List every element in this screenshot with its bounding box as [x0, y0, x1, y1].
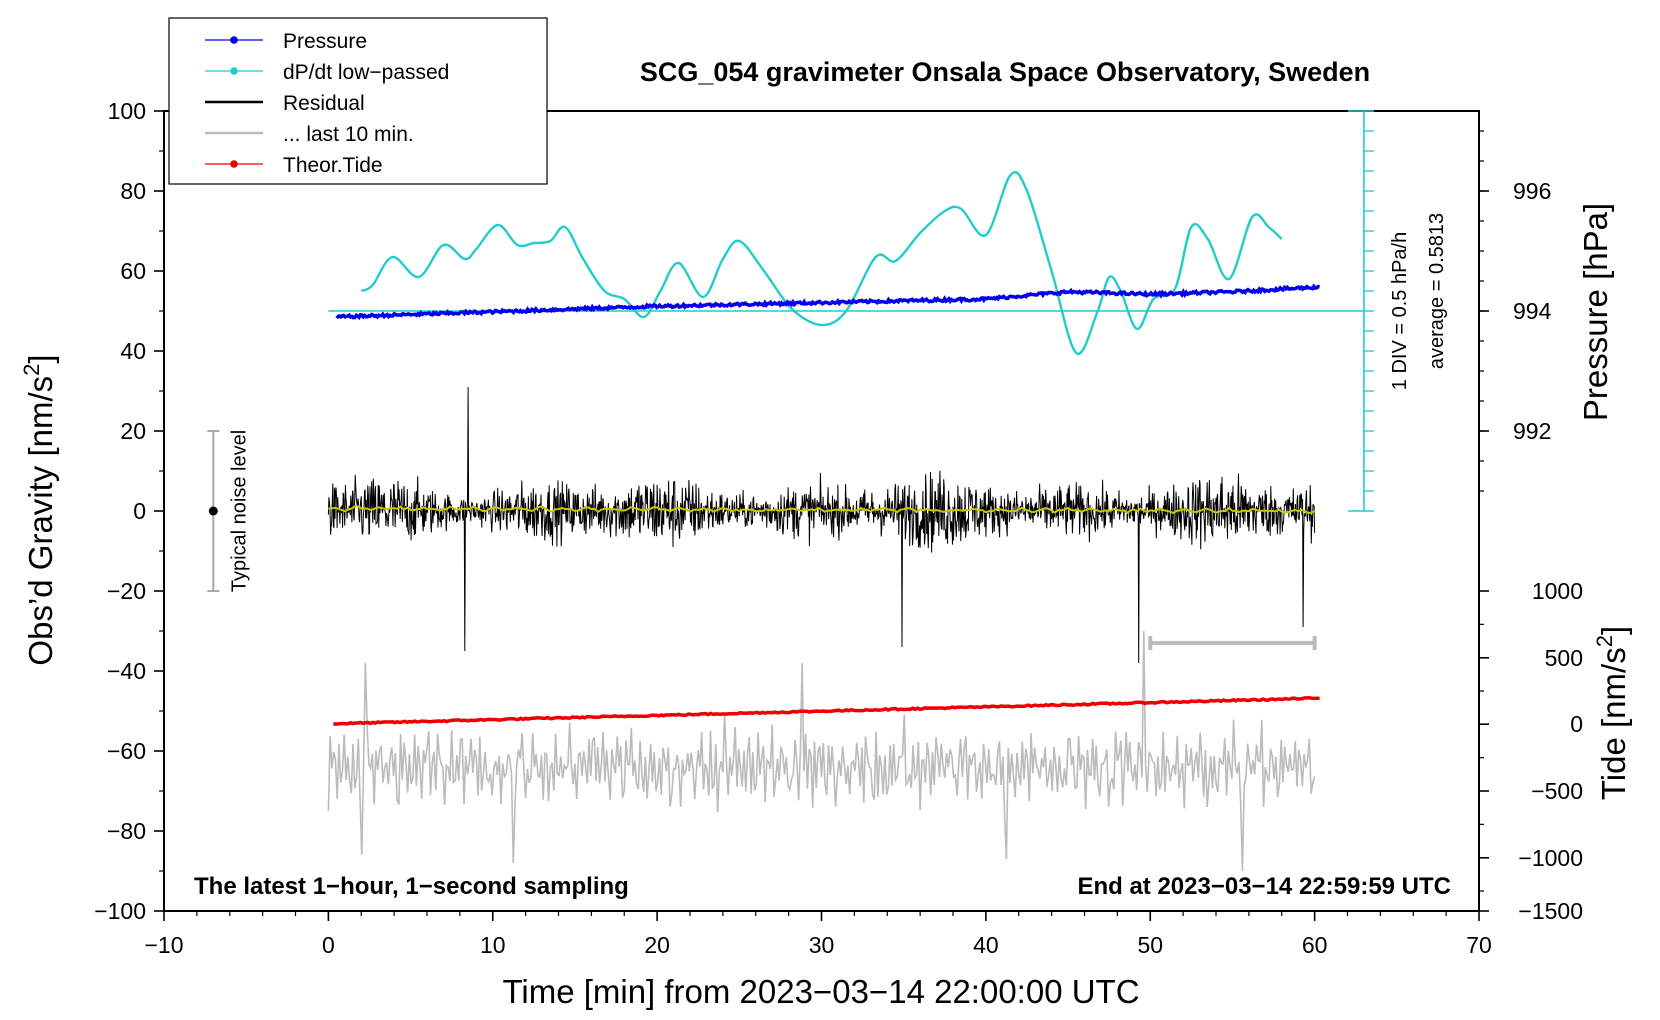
y-tick-label: 40 — [120, 338, 146, 364]
legend-marker — [230, 160, 238, 168]
tide-tick-label: 1000 — [1532, 578, 1583, 604]
legend-label: dP/dt low−passed — [283, 61, 449, 84]
x-tick-label: 20 — [644, 932, 670, 958]
dpdt-average-label: average = 0.5813 — [1426, 213, 1448, 369]
x-tick-label: 10 — [480, 932, 506, 958]
x-tick-label: 70 — [1466, 932, 1492, 958]
legend: Pressure dP/dt low−passed Residual ... last… — [168, 17, 548, 185]
tide-tick-label: −1000 — [1518, 845, 1583, 871]
tide-tick-label: 0 — [1570, 711, 1583, 737]
x-tick-label: 50 — [1137, 932, 1163, 958]
overlay-layer: Typical noise level 1 DIV = 0.5 hPa/h aver… — [207, 110, 1448, 650]
legend-label: Residual — [283, 92, 365, 115]
data-layer — [327, 171, 1364, 872]
tide-tick-label: −500 — [1531, 778, 1583, 804]
legend-label: Pressure — [283, 30, 367, 53]
y-axis-title-pressure: Pressure [hPa] — [1577, 203, 1614, 421]
dpdt-scale-label: 1 DIV = 0.5 hPa/h — [1389, 232, 1411, 390]
y-tick-label: 60 — [120, 258, 146, 284]
y-tick-label: −100 — [94, 898, 146, 924]
y-tick-label: 20 — [120, 418, 146, 444]
annotation-end-time: End at 2023−03−14 22:59:59 UTC — [1077, 873, 1451, 900]
x-tick-label: 60 — [1302, 932, 1328, 958]
axes-layer: −10 0 10 20 30 40 50 60 70−100−80−60−40−20020406… — [94, 98, 1583, 958]
y-tick-label: −20 — [107, 578, 146, 604]
y-axis-title-left-main: Obs’d Gravity [nm/s — [22, 376, 59, 666]
y-axis-title-tide-sup: 2 — [1592, 635, 1617, 647]
legend-items: Pressure dP/dt low−passed Residual ... last… — [205, 30, 449, 177]
y-tick-label: 100 — [108, 98, 146, 124]
y-axis-title-tide-close: ] — [1595, 626, 1632, 635]
x-tick-label: −10 — [144, 932, 183, 958]
x-tick-label: 0 — [322, 932, 335, 958]
legend-label: ... last 10 min. — [283, 123, 414, 146]
chart-title: SCG_054 gravimeter Onsala Space Observat… — [640, 57, 1370, 87]
y-tick-label: 0 — [133, 498, 146, 524]
series-dpdt-line — [360, 171, 1283, 355]
series-theor-tide-line — [332, 696, 1320, 726]
x-tick-label: 40 — [973, 932, 999, 958]
y-tick-label: −60 — [107, 738, 146, 764]
annotation-sampling: The latest 1−hour, 1−second sampling — [194, 873, 629, 900]
x-axis-title: Time [min] from 2023−03−14 22:00:00 UTC — [502, 973, 1139, 1010]
y-tick-label: −40 — [107, 658, 146, 684]
tide-tick-label: −1500 — [1518, 898, 1583, 924]
y-axis-title-left-close: ] — [22, 354, 59, 363]
series-residual-smoothed-line — [328, 505, 1316, 515]
pressure-tick-label: 994 — [1513, 298, 1552, 324]
series-pressure-line — [335, 283, 1321, 321]
legend-marker — [230, 67, 238, 75]
y-axis-title-tide: Tide [nm/s2] — [1592, 626, 1632, 800]
series-residual-line — [327, 386, 1316, 664]
y-tick-label: 80 — [120, 178, 146, 204]
noise-level-label: Typical noise level — [228, 430, 250, 592]
pressure-tick-label: 992 — [1513, 418, 1551, 444]
pressure-tick-label: 996 — [1513, 178, 1551, 204]
legend-label: Theor.Tide — [283, 154, 383, 177]
y-tick-label: −80 — [107, 818, 146, 844]
y-axis-title-tide-main: Tide [nm/s — [1595, 647, 1632, 800]
x-tick-label: 30 — [809, 932, 835, 958]
tide-tick-label: 500 — [1545, 645, 1583, 671]
series-last-10-min-line — [327, 630, 1316, 872]
y-axis-title-left-sup: 2 — [19, 364, 44, 376]
legend-marker — [230, 36, 238, 44]
noise-level-dot — [208, 506, 218, 516]
y-axis-title-left: Obs’d Gravity [nm/s2] — [19, 354, 59, 665]
